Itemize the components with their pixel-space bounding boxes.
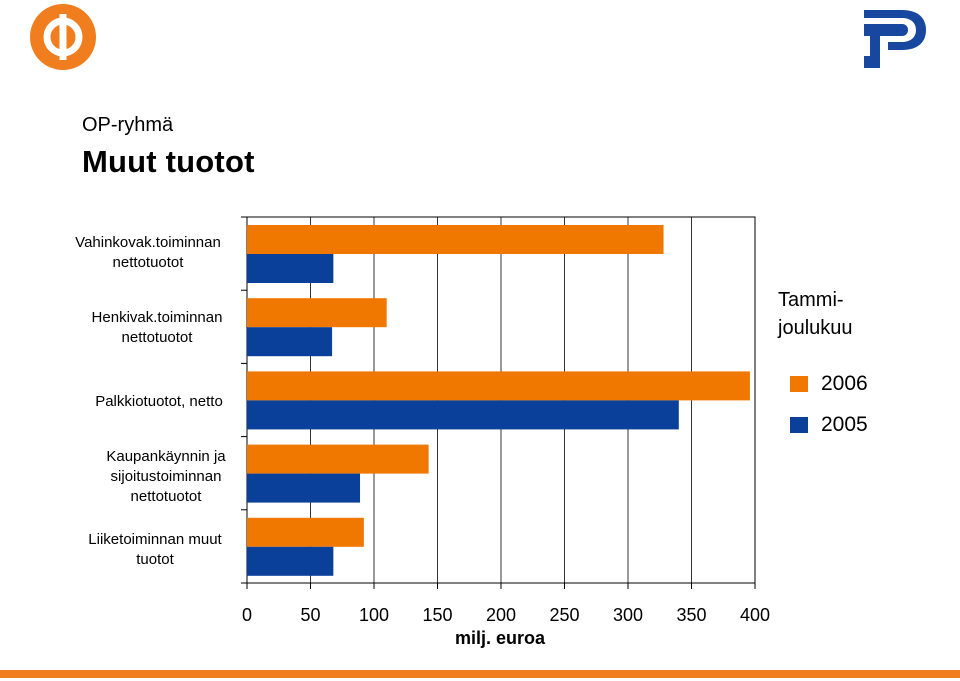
x-tick-label-300: 300 (613, 605, 643, 625)
chart-subtitle: OP-ryhmä (82, 114, 174, 136)
pohjola-logo (864, 10, 926, 68)
bar-2005-4 (247, 546, 334, 576)
bar-2006-1 (247, 298, 387, 328)
x-tick-label-250: 250 (549, 605, 579, 625)
x-tick-label-400: 400 (740, 605, 770, 625)
x-tick-label-0: 0 (242, 605, 252, 625)
x-tick-label-150: 150 (422, 605, 452, 625)
legend-label-2005: 2005 (821, 413, 868, 436)
legend-label-2006: 2006 (821, 372, 868, 395)
x-axis-label: milj. euroa (454, 628, 546, 648)
footer-bar (0, 670, 960, 678)
category-label-liiketoiminta: Liiketoiminnan muut tuotot (88, 531, 222, 568)
legend-swatch-2005 (790, 417, 808, 433)
bar-2005-3 (247, 473, 361, 503)
bar-2005-0 (247, 254, 334, 283)
category-label-kaupankaynti: Kaupankäynnin ja sijoitustoiminnan netto… (106, 448, 226, 505)
category-label-henkivak: Henkivak.toiminnan nettotuotot (91, 309, 223, 346)
x-tick-label-50: 50 (300, 605, 320, 625)
legend-title: Tammi- joulukuu (778, 289, 853, 339)
x-tick-label-100: 100 (359, 605, 389, 625)
category-label-vahinkovak: Vahinkovak.toiminnan nettotuotot (75, 234, 221, 271)
x-tick-label-200: 200 (486, 605, 516, 625)
x-tick-label-350: 350 (676, 605, 706, 625)
op-logo (30, 4, 96, 70)
bar-2006-4 (247, 517, 364, 547)
bar-2006-0 (247, 225, 664, 254)
category-label-palkkiotuotot: Palkkiotuotot, netto (95, 393, 223, 410)
bar-2005-1 (247, 327, 333, 357)
legend-swatch-2006 (790, 376, 808, 392)
chart-title: Muut tuotot (82, 144, 255, 179)
bar-2006-2 (247, 371, 750, 401)
bar-2006-3 (247, 444, 429, 474)
bar-2005-2 (247, 400, 679, 430)
